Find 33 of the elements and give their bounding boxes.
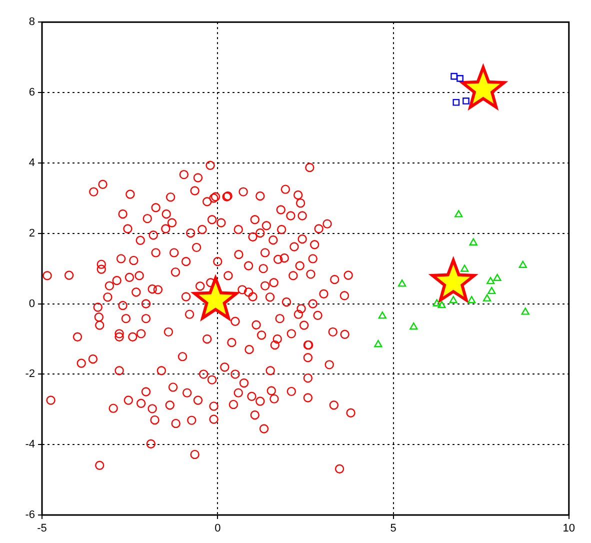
point [469,238,478,246]
y-tick-label: 2 [28,227,35,240]
point [468,296,476,304]
x-tick-label: -5 [37,522,47,535]
point [438,300,446,308]
point [482,294,492,302]
point [449,296,458,304]
point [378,311,386,319]
point [521,308,530,315]
point [460,264,469,272]
point [462,98,470,104]
x-tick-label: 0 [214,522,221,535]
y-tick-label: -6 [25,509,35,522]
x-tick-label: 5 [390,522,396,535]
point [410,322,418,330]
y-tick-label: -4 [25,438,35,451]
point [518,260,527,268]
point [398,279,406,287]
point [450,72,458,80]
point [374,340,382,348]
point [432,299,441,306]
point [488,286,496,294]
y-tick-label: 0 [28,298,35,310]
point [456,75,464,82]
point [493,274,502,282]
point [454,210,463,218]
y-tick-label: 4 [28,156,35,169]
point [452,98,460,106]
y-tick-label: 6 [28,86,35,99]
x-tick-label: 10 [562,522,576,535]
y-tick-label: 8 [28,16,35,28]
y-tick-label: -2 [25,368,35,380]
point [486,276,495,284]
